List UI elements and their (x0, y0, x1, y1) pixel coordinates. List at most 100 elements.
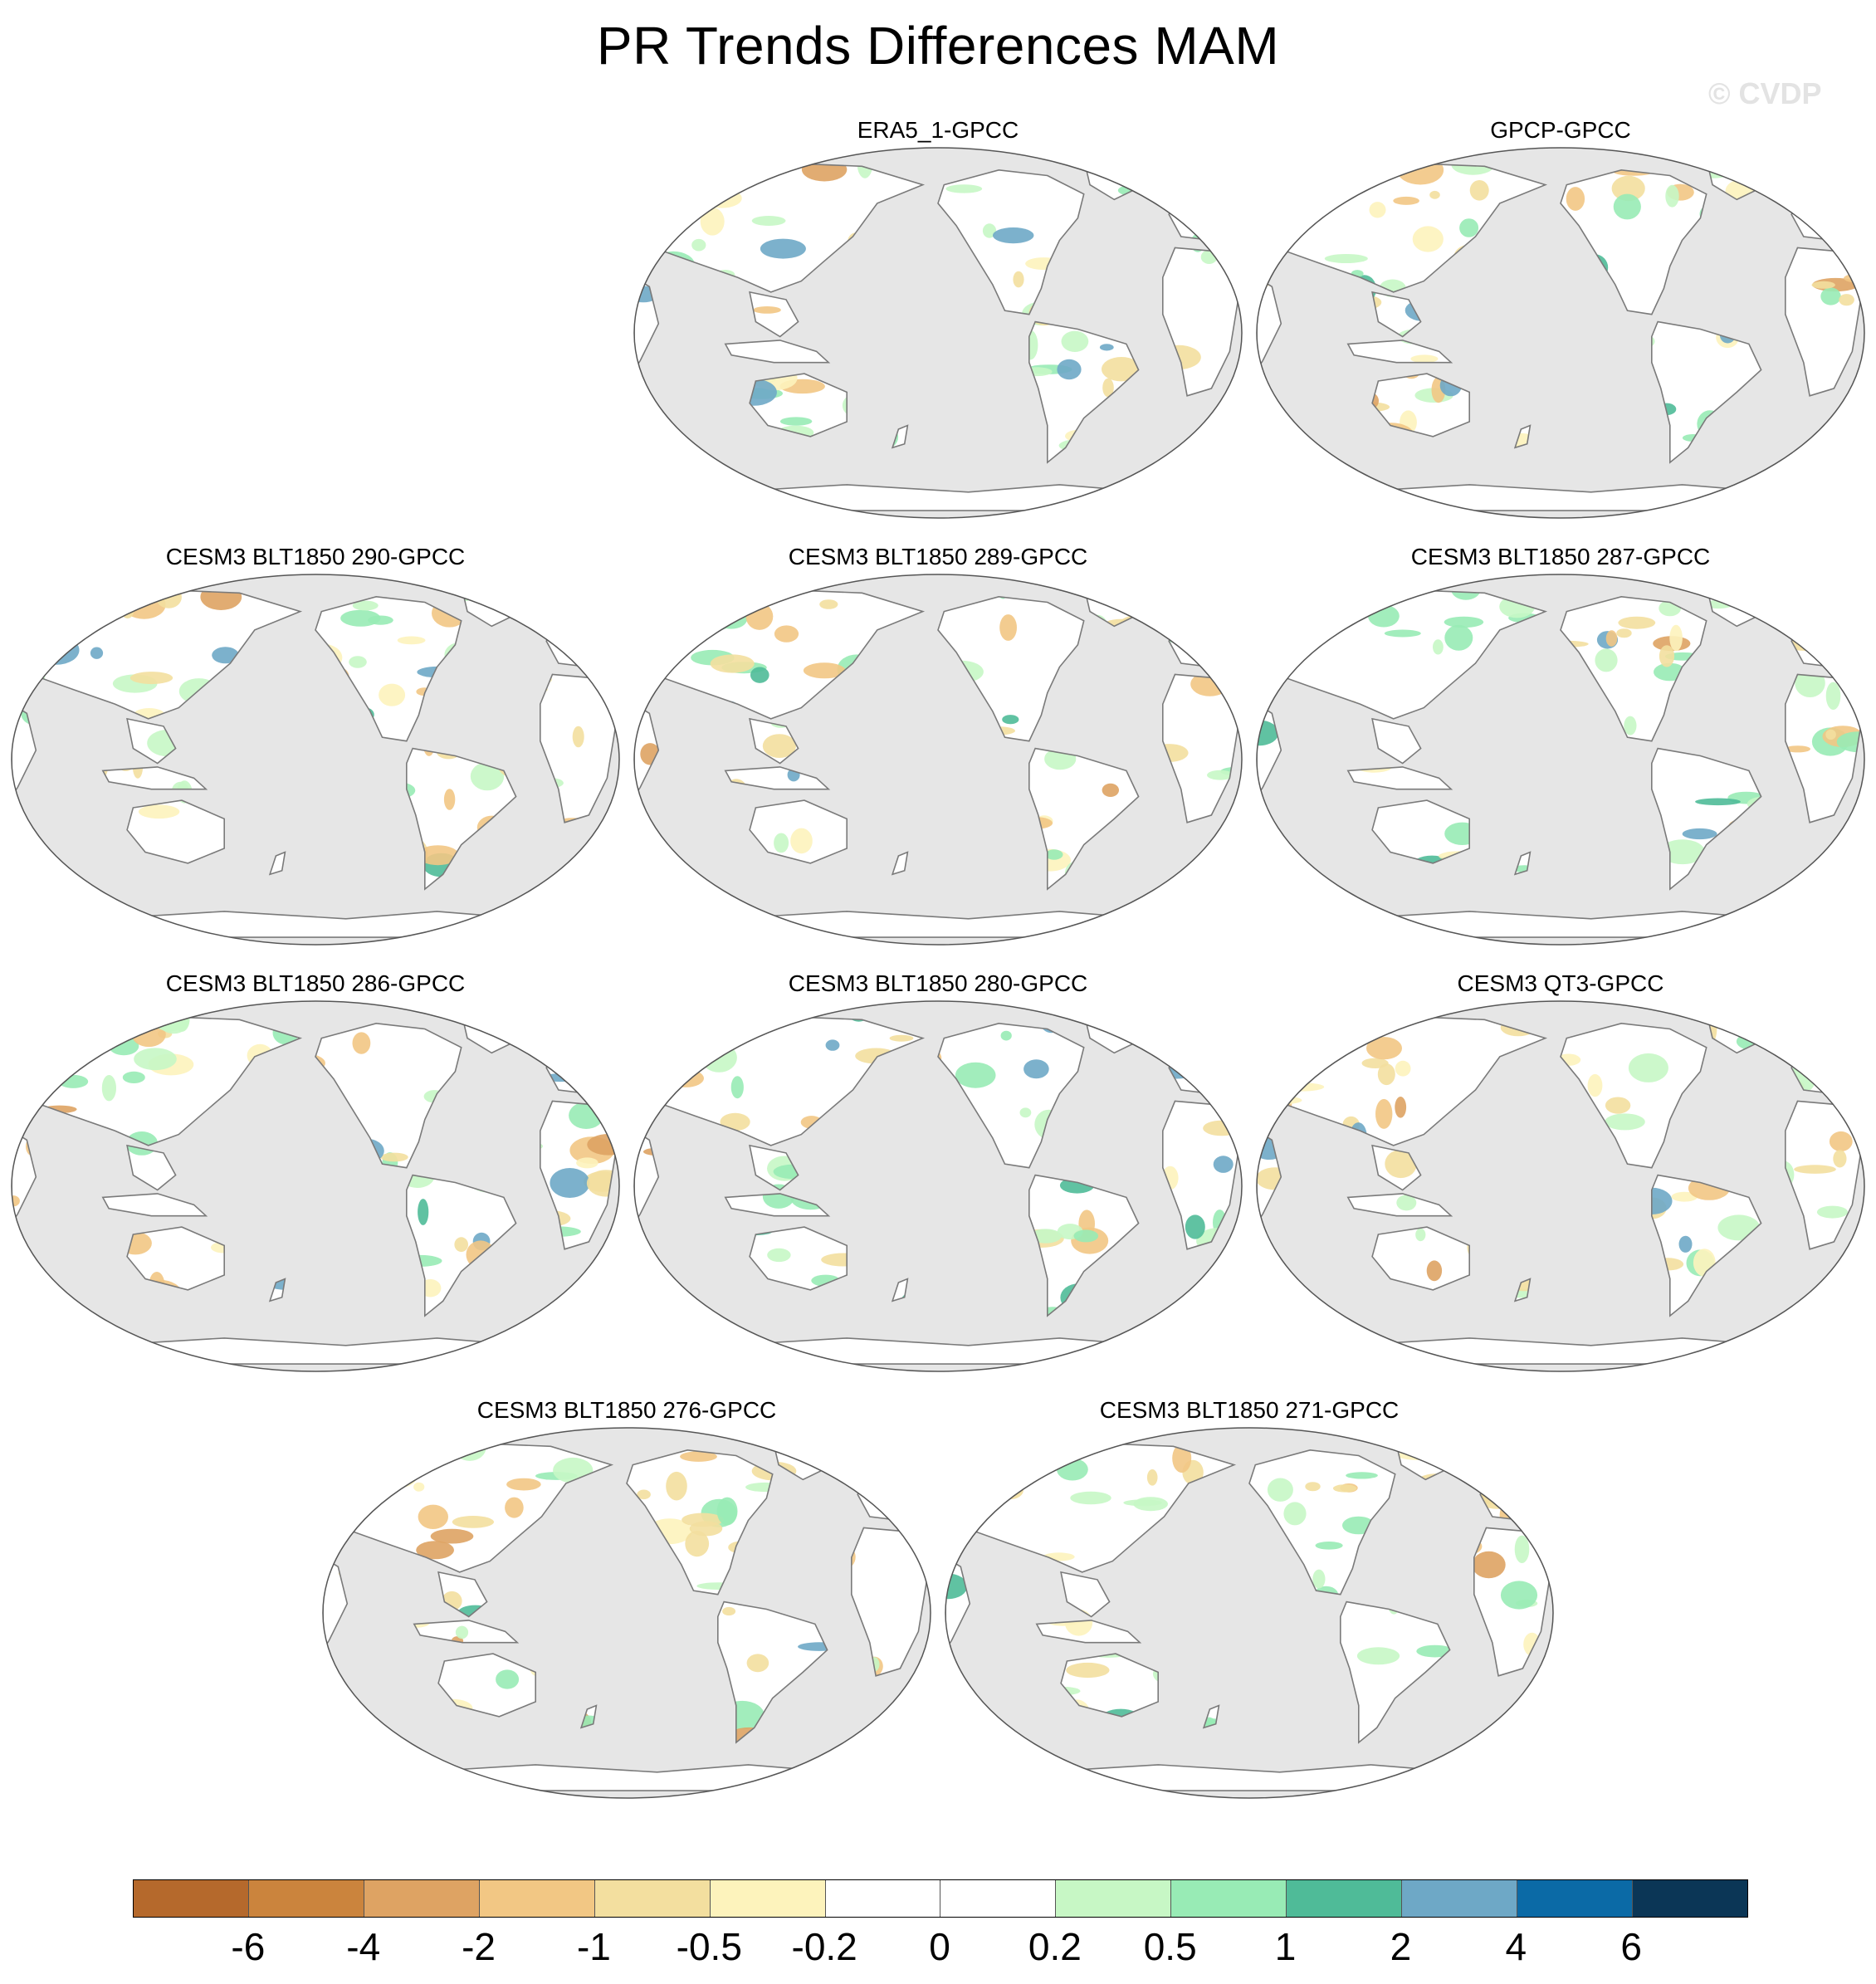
map-panel: CESM3 BLT1850 289-GPCC (631, 543, 1245, 946)
trend-patch (1270, 159, 1290, 173)
panel-title: CESM3 BLT1850 280-GPCC (788, 970, 1088, 996)
coastline (749, 1144, 799, 1191)
coastline (1248, 1449, 1396, 1596)
land-antarctica (1347, 911, 1774, 938)
map-panel: CESM3 BLT1850 286-GPCC (8, 970, 623, 1372)
trend-patch (1375, 1098, 1393, 1129)
trend-patch (1102, 378, 1114, 398)
map-panel: GPCP-GPCC (1253, 116, 1868, 519)
trend-patch (637, 1489, 651, 1500)
trend-patch (1207, 770, 1234, 780)
trend-patch (998, 1480, 1023, 1500)
trend-patch (887, 1464, 903, 1473)
trend-patch (352, 600, 379, 611)
trend-patch (1215, 613, 1242, 639)
trend-patch (751, 216, 786, 226)
colorbar-tick-label: -4 (346, 1925, 381, 1968)
trend-patch (715, 609, 747, 629)
trend-patch (634, 833, 662, 863)
land-samerica (1651, 321, 1761, 463)
coastline (437, 1653, 536, 1718)
trend-patch (700, 208, 725, 236)
coastline (1035, 1620, 1142, 1644)
colorbar-tick-label: 0.2 (1028, 1925, 1082, 1968)
trend-patch (1283, 1502, 1307, 1526)
coastline (579, 1704, 598, 1729)
land-africa (851, 1527, 931, 1676)
trend-patch (51, 880, 64, 890)
trend-patch (1102, 357, 1141, 382)
trend-patch (1616, 628, 1632, 638)
trend-patch (572, 726, 584, 748)
coastline (891, 851, 909, 876)
trend-patch (1444, 616, 1484, 628)
trend-patch (138, 804, 180, 819)
trend-patch (904, 1738, 931, 1747)
trend-patch (1587, 1073, 1603, 1097)
trend-patch (1595, 648, 1618, 672)
trend-patch (684, 454, 701, 481)
land-australia (1372, 800, 1470, 863)
trend-patch (555, 1070, 598, 1078)
coastline (126, 717, 177, 765)
trend-patch (1624, 716, 1637, 735)
coastline (545, 614, 614, 668)
coastline (1346, 1193, 1453, 1217)
trend-patch (1671, 1191, 1698, 1202)
colorbar-swatch (364, 1880, 480, 1917)
trend-patch (1187, 1295, 1218, 1312)
colorbar-swatch (1056, 1880, 1172, 1917)
trend-patch (1429, 190, 1440, 199)
map-border (1256, 574, 1865, 946)
trend-patch (379, 683, 406, 706)
land-antarctica (725, 911, 1151, 938)
trend-patch (1369, 202, 1386, 218)
coastline (1202, 1704, 1220, 1729)
trend-patch (881, 1480, 923, 1497)
colorbar-tick-label: 4 (1505, 1925, 1527, 1968)
coastline (1028, 747, 1140, 891)
land-samerica (1651, 1175, 1761, 1317)
coastline (891, 1278, 909, 1302)
trend-patch (1313, 1012, 1331, 1023)
trend-patch (212, 647, 239, 664)
trend-patch (643, 588, 677, 608)
trend-patch (750, 667, 769, 683)
trend-patch (1820, 287, 1841, 305)
colorbar-swatch (248, 1880, 364, 1917)
coastline (1028, 1174, 1140, 1317)
trend-patch (661, 1018, 693, 1029)
coastline (857, 1468, 926, 1522)
trend-patch (452, 1516, 494, 1528)
land-seasia (1372, 718, 1421, 764)
colorbar-swatch (594, 1880, 711, 1917)
world-map (11, 1000, 620, 1372)
trend-patch (1813, 865, 1839, 874)
coastline (1791, 188, 1859, 242)
trend-patch (1227, 1288, 1242, 1297)
trend-patch (779, 417, 813, 426)
trend-patch (122, 1071, 145, 1083)
trend-patch (12, 592, 21, 604)
world-map (633, 574, 1243, 946)
panel-title: CESM3 BLT1850 290-GPCC (165, 544, 466, 569)
coastline (891, 424, 909, 449)
trend-patch (767, 1248, 791, 1263)
colorbar-swatch (940, 1880, 1057, 1917)
trend-patch (1412, 226, 1444, 252)
trend-patch (720, 1112, 750, 1131)
trend-patch (1502, 1439, 1532, 1452)
land-namerica (938, 596, 1084, 741)
coastline (1060, 1653, 1159, 1718)
trend-patch (653, 585, 693, 590)
coastline (1168, 1041, 1237, 1095)
land-indonesia (102, 1193, 207, 1216)
colorbar-swatch (1632, 1880, 1747, 1917)
trend-patch (413, 1482, 425, 1492)
panel-title: CESM3 BLT1850 271-GPCC (1099, 1397, 1400, 1423)
trend-patch (12, 1195, 20, 1207)
trend-patch (1123, 1499, 1162, 1507)
trend-patch (643, 866, 672, 895)
trend-patch (1851, 417, 1864, 433)
trend-patch (323, 1670, 334, 1697)
